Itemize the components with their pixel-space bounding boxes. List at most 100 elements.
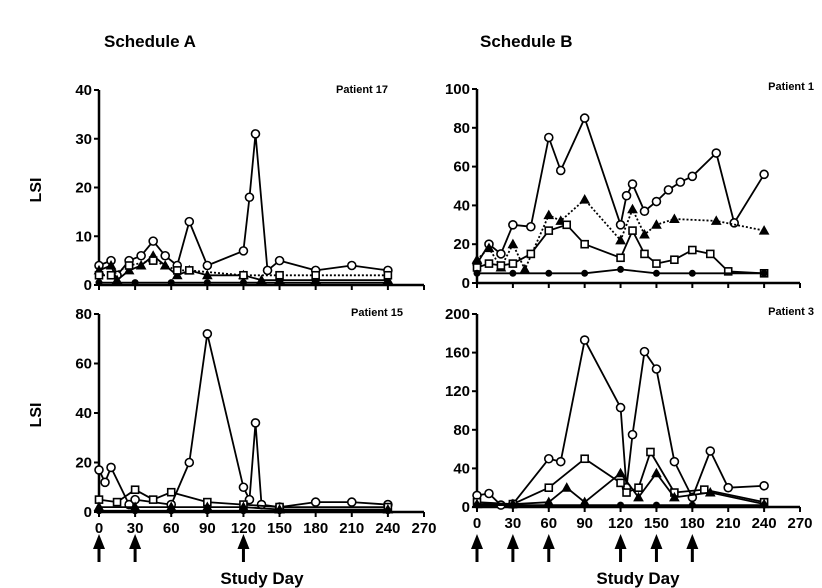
data-point-filled [203, 507, 211, 515]
data-point-square [124, 261, 134, 270]
y-tick-label: 10 [75, 228, 92, 245]
data-point-square [580, 454, 589, 464]
dose-arrow-head [237, 534, 250, 549]
data-point-square [616, 253, 625, 263]
x-tick-label: 210 [716, 515, 741, 532]
data-point-circle [310, 497, 321, 507]
data-point-triangle [579, 194, 591, 204]
y-tick-label: 0 [462, 275, 470, 292]
x-tick-label: 120 [231, 520, 256, 537]
data-point-circle [669, 456, 680, 467]
y-tick-label: 200 [445, 306, 470, 323]
series-filled-circle [95, 279, 392, 287]
data-point-circle [615, 402, 626, 413]
data-point-circle [100, 477, 110, 488]
data-point-filled [473, 501, 481, 509]
data-point-circle [262, 265, 273, 276]
data-point-square [580, 239, 589, 249]
panel-title: Patient 1 [768, 81, 814, 93]
panel-patient-1: 0 20 40 60 80 100 Patient 1 [445, 81, 814, 292]
data-point-filled [617, 265, 625, 273]
y-tick-label: 100 [445, 81, 470, 98]
data-point-filled [95, 507, 103, 515]
data-point-square [94, 270, 104, 280]
data-point-circle [663, 185, 674, 195]
data-point-triangle [519, 263, 531, 274]
series-square [94, 256, 393, 280]
data-point-filled [688, 269, 696, 277]
data-point-circle [202, 328, 213, 339]
data-point-square [508, 259, 518, 268]
data-point-triangle [256, 274, 267, 285]
series-line [477, 268, 765, 275]
data-point-circle [579, 335, 590, 345]
data-point-filled [131, 279, 139, 287]
data-point-filled [760, 269, 768, 277]
y-tick-label: 40 [75, 405, 92, 422]
data-point-circle [106, 462, 116, 473]
data-point-circle [484, 488, 494, 499]
series-filled-circle [473, 265, 768, 277]
data-point-triangle [710, 215, 722, 225]
data-point-circle [238, 246, 249, 256]
data-point-filled [545, 501, 553, 509]
data-point-circle [639, 206, 650, 217]
panel-patient-3: 0 40 80 120 160 200 0 30 60 90 120 150 180 210 240 270 P… [445, 306, 814, 532]
data-point-circle [346, 497, 357, 507]
data-point-circle [711, 148, 722, 158]
y-tick-label: 30 [75, 131, 92, 148]
data-point-square [688, 245, 697, 255]
data-point-filled [276, 279, 284, 287]
x-tick-label: 60 [540, 515, 557, 532]
data-point-filled [167, 507, 175, 515]
data-point-filled [167, 279, 175, 287]
data-point-filled [239, 279, 247, 287]
data-point-square [148, 256, 158, 265]
series-line [99, 259, 388, 277]
data-point-circle [651, 196, 662, 207]
series-line [477, 472, 765, 506]
x-tick-label: 210 [339, 520, 364, 537]
data-point-circle [639, 346, 650, 357]
data-point-circle [184, 216, 195, 227]
data-point-triangle [651, 219, 662, 229]
series-line [98, 332, 388, 509]
y-axis-label-bottom: LSI [28, 403, 45, 428]
data-point-triangle [543, 209, 555, 220]
data-point-square [166, 487, 176, 497]
data-point-circle [148, 236, 158, 246]
data-point-circle [543, 453, 554, 464]
series-circle [94, 328, 393, 512]
data-point-circle [627, 429, 638, 440]
x-tick-label: 30 [127, 520, 144, 537]
data-point-circle [705, 446, 716, 456]
data-point-square [496, 261, 506, 270]
data-point-circle [723, 482, 734, 493]
data-point-circle [508, 220, 518, 230]
data-point-circle [555, 456, 566, 467]
y-tick-label: 20 [75, 180, 92, 197]
data-point-circle [543, 132, 554, 143]
data-point-square [646, 447, 655, 457]
x-tick-label: 270 [411, 520, 436, 537]
data-point-triangle [669, 491, 680, 502]
data-point-triangle [651, 467, 662, 478]
y-tick-label: 80 [453, 422, 470, 439]
y-tick-label: 60 [75, 356, 92, 373]
x-tick-label: 180 [680, 515, 705, 532]
data-point-square [544, 483, 554, 493]
dose-arrow-head [650, 534, 663, 549]
x-tick-label: 0 [473, 515, 481, 532]
dose-arrow-head [686, 534, 699, 549]
data-point-circle [274, 255, 285, 266]
data-point-square [640, 249, 649, 259]
data-point-triangle [615, 467, 626, 478]
data-point-circle [615, 220, 626, 230]
dose-arrow-head [471, 534, 483, 549]
x-tick-label: 180 [303, 520, 328, 537]
data-point-square [670, 255, 679, 265]
data-point-circle [136, 250, 146, 261]
data-point-circle [627, 179, 638, 189]
data-point-filled [688, 501, 696, 509]
data-point-filled [581, 501, 589, 509]
